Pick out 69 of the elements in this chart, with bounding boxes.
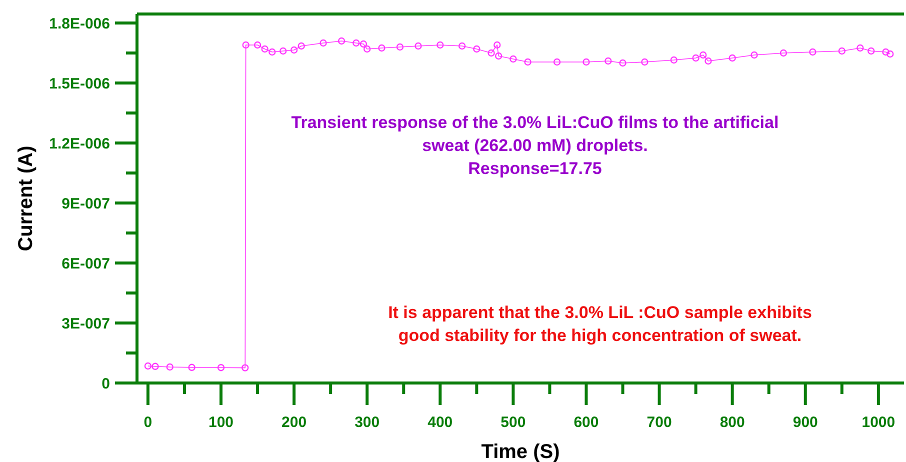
- point: [352, 39, 360, 47]
- point: [279, 47, 287, 55]
- point: [604, 57, 612, 65]
- annotation: It is apparent that the 3.0% LiL :CuO sample exhibits good stability for the high concentration of sweat.: [388, 303, 812, 345]
- point: [217, 364, 225, 372]
- point: [360, 40, 368, 48]
- point: [494, 52, 502, 60]
- point: [728, 54, 736, 62]
- y-tick-label: 1.5E-006: [49, 75, 110, 92]
- point: [856, 44, 864, 52]
- point: [338, 37, 346, 45]
- x-tick-label: 300: [354, 414, 380, 431]
- x-tick-label: 600: [574, 414, 599, 431]
- x-tick-label: 800: [720, 414, 745, 431]
- point: [166, 363, 174, 371]
- point: [524, 58, 532, 66]
- point: [152, 362, 159, 370]
- point: [458, 42, 466, 50]
- x-tick-label: 500: [500, 414, 526, 431]
- point: [670, 56, 678, 64]
- point: [144, 362, 152, 370]
- point: [290, 46, 298, 54]
- point: [809, 48, 816, 56]
- y-tick-label: 1.8E-006: [49, 15, 110, 32]
- point: [700, 51, 707, 59]
- y-tick-label: 9E-007: [62, 195, 110, 212]
- annotation: Transient response of the 3.0% LiL:CuO films to the artificial sweat (262.00 mM) droplets. Response=17.75: [291, 113, 779, 178]
- point: [704, 57, 712, 65]
- point: [242, 41, 250, 49]
- point: [436, 41, 444, 49]
- x-tick-label: 200: [282, 414, 307, 431]
- point: [886, 50, 894, 58]
- point: [750, 51, 758, 59]
- x-tick-label: 400: [428, 414, 453, 431]
- point: [494, 41, 501, 49]
- y-tick-label: 3E-007: [62, 315, 110, 332]
- point: [488, 49, 495, 57]
- point: [268, 48, 276, 56]
- point: [692, 54, 700, 62]
- y-tick-label: 1.2E-006: [49, 135, 110, 152]
- point: [396, 43, 404, 51]
- point: [582, 58, 590, 66]
- point: [254, 41, 262, 49]
- point: [378, 44, 386, 52]
- point: [553, 58, 561, 66]
- x-axis-title: Time (S): [481, 441, 560, 462]
- x-tick-label: 1000: [862, 414, 896, 431]
- point: [619, 59, 626, 67]
- point: [414, 42, 422, 50]
- point: [473, 45, 480, 53]
- point: [298, 42, 305, 50]
- point: [882, 48, 890, 56]
- x-tick-label: 700: [646, 414, 672, 431]
- point: [188, 364, 196, 371]
- point: [320, 39, 327, 47]
- point: [838, 47, 846, 55]
- point: [364, 45, 371, 53]
- y-tick-label: 6E-007: [62, 255, 110, 272]
- point: [780, 49, 788, 57]
- point: [641, 58, 648, 66]
- x-tick-label: 900: [792, 414, 818, 431]
- point: [868, 47, 875, 55]
- point: [510, 55, 517, 63]
- point: [242, 364, 249, 372]
- x-tick-label: 0: [144, 414, 152, 431]
- x-tick-label: 100: [208, 414, 234, 431]
- point: [261, 45, 268, 53]
- y-axis-title: Current (A): [15, 146, 37, 252]
- y-tick-label: 0: [102, 375, 110, 392]
